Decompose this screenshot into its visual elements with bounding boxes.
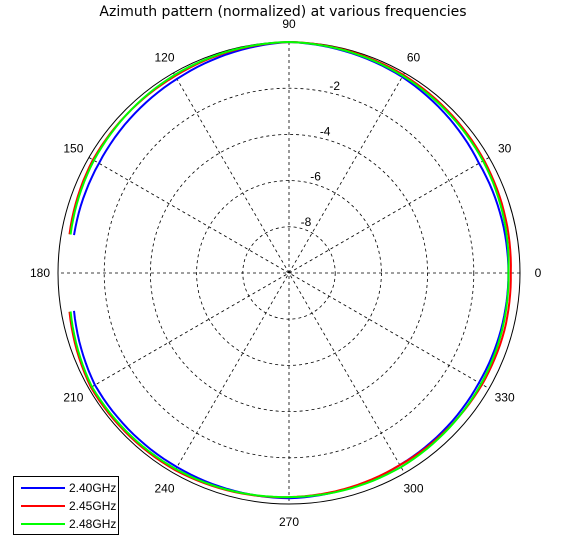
legend-label: 2.45GHz xyxy=(69,499,117,513)
angular-grid-spoke xyxy=(88,157,490,389)
angle-tick-label: 330 xyxy=(495,391,515,405)
tick-labels: 0 30 60 90 120 150 180 210 240 270 300 330 -2 -4 -6 -8 xyxy=(30,17,542,529)
angle-tick-label: 210 xyxy=(63,391,83,405)
angle-tick-label: 240 xyxy=(154,482,174,496)
angle-tick-label: 30 xyxy=(498,142,512,156)
angle-tick-label: 270 xyxy=(279,515,299,529)
angle-tick-label: 90 xyxy=(282,17,296,31)
series-line xyxy=(73,40,510,500)
angle-tick-label: 120 xyxy=(154,50,174,64)
legend-swatch xyxy=(21,505,65,507)
radial-tick-label: -2 xyxy=(329,79,340,93)
legend-item: 2.45GHz xyxy=(14,497,118,515)
angle-tick-label: 180 xyxy=(30,266,50,280)
radial-tick-label: -4 xyxy=(320,124,331,138)
chart-title: Azimuth pattern (normalized) at various … xyxy=(99,4,467,20)
legend-label: 2.48GHz xyxy=(69,517,117,531)
legend-item: 2.48GHz xyxy=(14,515,118,533)
angle-tick-label: 150 xyxy=(63,142,83,156)
legend-swatch xyxy=(21,487,65,489)
radial-tick-label: -6 xyxy=(310,170,321,184)
legend-swatch xyxy=(21,523,65,525)
angle-tick-label: 60 xyxy=(407,50,421,64)
polar-grid xyxy=(57,41,521,505)
series-line xyxy=(69,40,510,499)
series-lines xyxy=(68,40,512,500)
legend-label: 2.40GHz xyxy=(69,481,117,495)
legend-item: 2.40GHz xyxy=(14,479,118,497)
radial-tick-label: -8 xyxy=(301,215,312,229)
angle-tick-label: 0 xyxy=(535,266,542,280)
legend: 2.40GHz 2.45GHz 2.48GHz xyxy=(13,476,119,535)
angle-tick-label: 300 xyxy=(403,482,423,496)
